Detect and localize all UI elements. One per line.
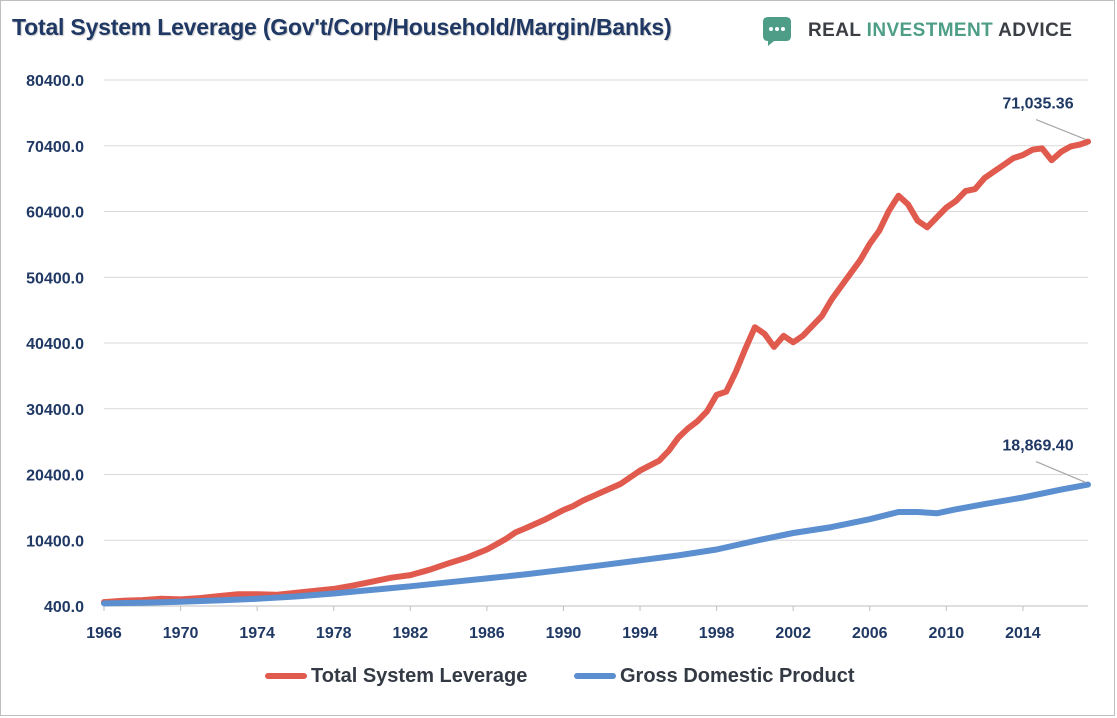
brand-name: REAL INVESTMENT ADVICE: [808, 20, 1072, 42]
x-tick-label: 2006: [852, 625, 888, 642]
callout-leader: [1035, 461, 1087, 484]
y-tick-label: 40400.0: [26, 336, 84, 353]
brand-word-investment: INVESTMENT: [866, 20, 994, 41]
y-tick-label: 50400.0: [26, 270, 84, 287]
brand-logo: REAL INVESTMENT ADVICE: [760, 12, 1105, 52]
legend-item-gross-domestic-product: Gross Domestic Product: [574, 662, 855, 690]
x-tick-label: 1978: [316, 625, 352, 642]
end-value-label: 18,869.40: [1002, 438, 1073, 455]
callout-leader: [1035, 119, 1087, 141]
x-tick-label: 2010: [929, 625, 965, 642]
x-tick-label: 1982: [393, 625, 429, 642]
y-tick-label: 10400.0: [26, 533, 84, 550]
series-line-gross-domestic-product: [101, 481, 1091, 607]
y-tick-label: 30400.0: [26, 402, 84, 419]
legend-label-gross-domestic-product: Gross Domestic Product: [620, 664, 855, 687]
y-tick-label: 80400.0: [26, 73, 84, 90]
x-tick-label: 1994: [622, 625, 658, 642]
brand-word-advice: ADVICE: [993, 20, 1073, 41]
x-tick-label: 1966: [86, 625, 122, 642]
x-tick-label: 1998: [699, 625, 735, 642]
speech-bubble-icon: [763, 17, 791, 46]
end-value-label: 71,035.36: [1002, 96, 1073, 113]
x-tick-label: 2002: [775, 625, 811, 642]
chart-title: Total System Leverage (Gov't/Corp/Househ…: [12, 14, 672, 40]
legend-item-total-system-leverage: Total System Leverage: [265, 662, 527, 690]
x-tick-label: 1990: [546, 625, 582, 642]
series-line-total-system-leverage: [101, 138, 1091, 606]
x-tick-label: 1986: [469, 625, 505, 642]
legend-swatch-gross-domestic-product: [574, 673, 616, 679]
y-tick-label: 60400.0: [26, 205, 84, 222]
x-tick-label: 2014: [1005, 625, 1041, 642]
legend-label-total-system-leverage: Total System Leverage: [311, 664, 528, 687]
x-tick-label: 1970: [163, 625, 199, 642]
y-tick-label: 20400.0: [26, 468, 84, 485]
y-tick-label: 70400.0: [26, 139, 84, 156]
legend: Total System Leverage Gross Domestic Pro…: [0, 662, 1117, 692]
legend-swatch-total-system-leverage: [265, 673, 307, 679]
y-tick-label: 400.0: [44, 599, 84, 616]
brand-word-real: REAL: [808, 20, 867, 41]
x-tick-label: 1974: [239, 625, 275, 642]
